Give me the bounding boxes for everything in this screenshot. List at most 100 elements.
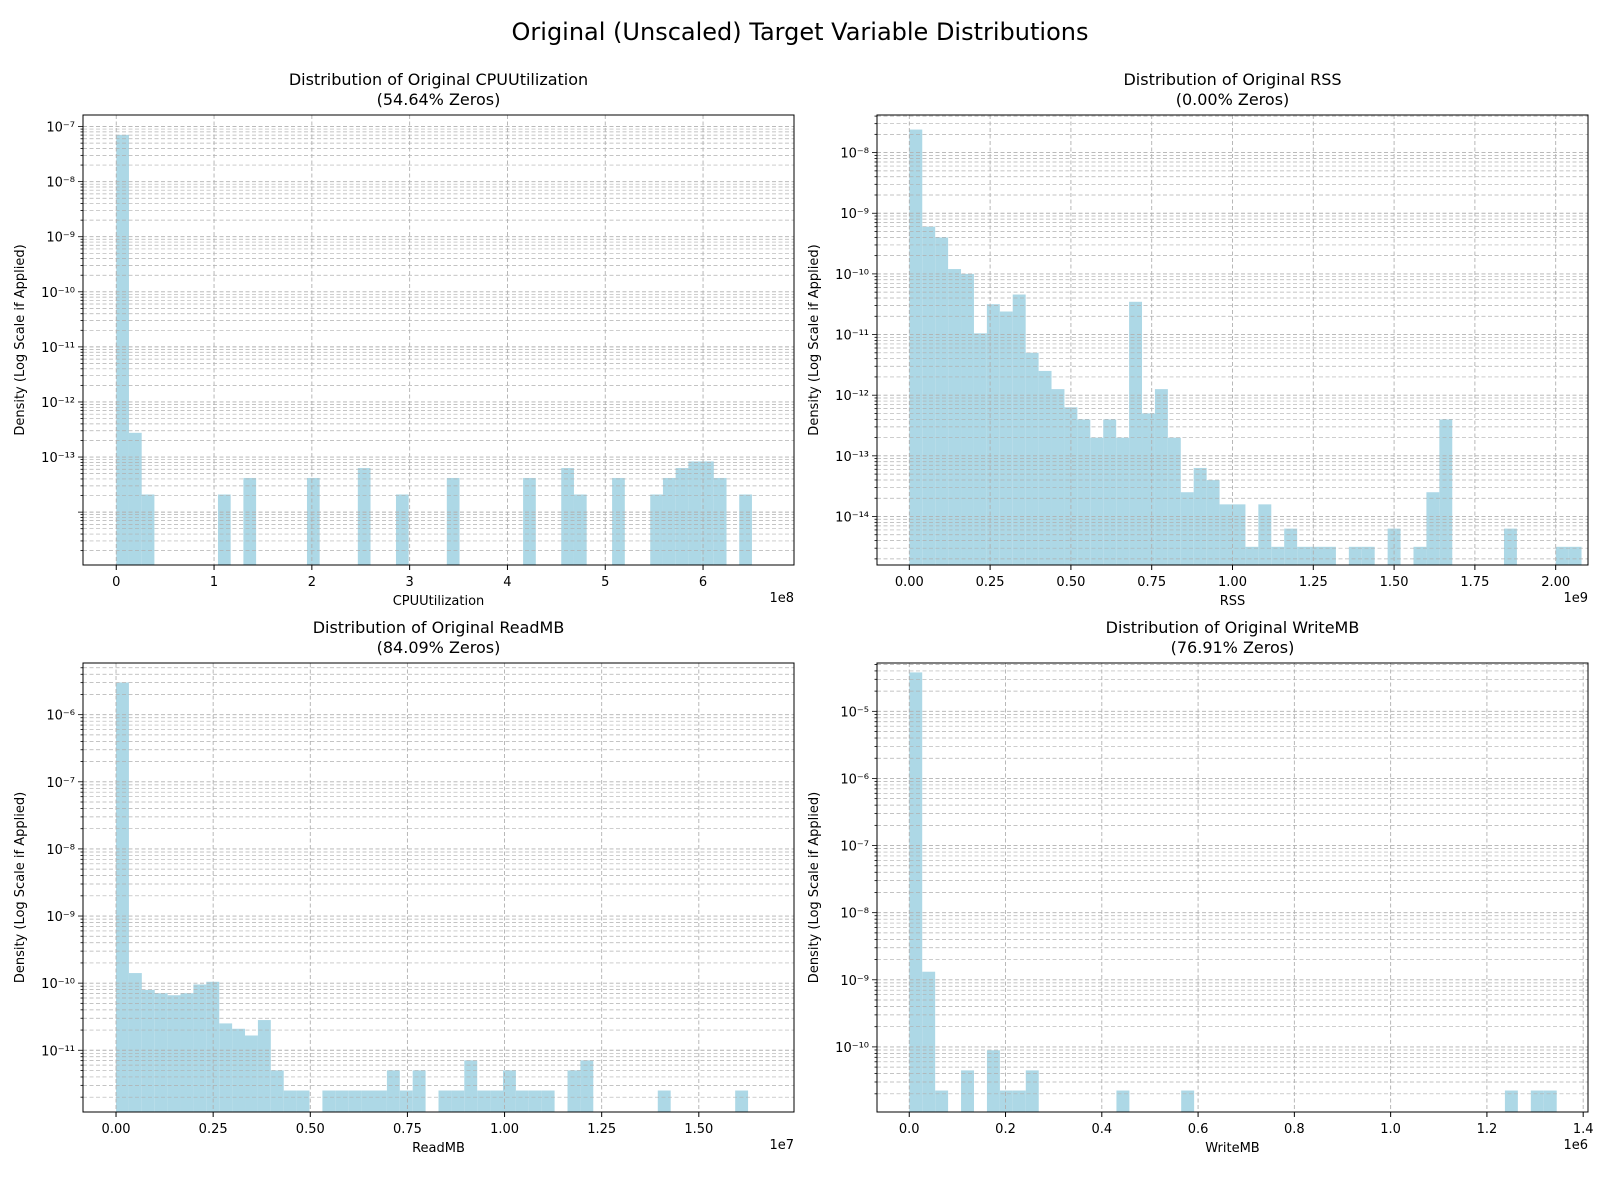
histogram-bar xyxy=(523,477,536,565)
panel-3: 0.00 0.25 0.50 0.75 1.00 1.25 1.50 10⁻¹¹ 10⁻¹⁰ 10… xyxy=(13,618,795,1156)
histogram-bar xyxy=(1154,389,1168,565)
histogram-bar xyxy=(1012,1090,1026,1112)
histogram-bar xyxy=(528,1090,542,1112)
x-tick-label: 1.25 xyxy=(1299,575,1328,590)
x-tick-label: 5 xyxy=(601,575,609,590)
histogram-bar xyxy=(451,1090,465,1112)
histogram-bar xyxy=(567,1070,581,1112)
histogram-bar xyxy=(1077,419,1091,565)
histogram-bar xyxy=(1051,389,1065,565)
histogram-bar xyxy=(961,1070,974,1112)
histogram-bar xyxy=(1025,352,1039,565)
histogram-bar xyxy=(357,468,371,565)
subplot-title: Distribution of Original WriteMB xyxy=(1106,618,1360,637)
y-tick-label: 10⁻⁸ xyxy=(840,147,869,162)
x-tick-label: 6 xyxy=(699,575,707,590)
histogram-bar xyxy=(713,477,727,565)
axes-frame xyxy=(82,662,795,1113)
histogram-bar xyxy=(657,1090,671,1112)
histogram-bar xyxy=(141,494,155,565)
histogram-bar xyxy=(322,1090,336,1112)
histogram-bar xyxy=(1439,419,1453,565)
histogram-bar xyxy=(1116,437,1130,565)
x-tick-label: 1 xyxy=(210,575,218,590)
x-axis-label: RSS xyxy=(1220,594,1246,609)
histogram-bar xyxy=(464,1060,478,1112)
histogram-bar xyxy=(999,311,1013,565)
histogram-bar xyxy=(438,1090,452,1112)
subplot-subtitle: (84.09% Zeros) xyxy=(377,638,501,657)
histogram-bar xyxy=(961,273,974,565)
x-axis-label: ReadMB xyxy=(412,1141,465,1156)
histogram-bar xyxy=(502,1070,516,1112)
y-axis-label: Density (Log Scale if Applied) xyxy=(13,244,28,435)
x-tick-label: 1.50 xyxy=(684,1122,713,1137)
x-tick-label: 1.50 xyxy=(1380,575,1409,590)
histogram-bar xyxy=(612,477,625,565)
subplot-subtitle: (54.64% Zeros) xyxy=(377,90,501,109)
histogram-bar xyxy=(1322,546,1336,565)
x-tick-label: 0.8 xyxy=(1284,1122,1305,1137)
x-tick-label: 1.75 xyxy=(1460,575,1489,590)
histogram-bar xyxy=(999,1090,1013,1112)
histogram-bar xyxy=(361,1090,375,1112)
y-axis-label: Density (Log Scale if Applied) xyxy=(807,244,822,435)
histogram-bar xyxy=(1504,1090,1518,1112)
histogram-bar xyxy=(477,1090,491,1112)
x-axis-label: CPUUtilization xyxy=(393,594,485,609)
x-tick-label: 4 xyxy=(503,575,511,590)
bar-group xyxy=(909,129,1582,565)
grid xyxy=(877,115,1588,565)
histogram-bar xyxy=(154,993,168,1112)
histogram-bar xyxy=(1271,546,1285,565)
axes-frame xyxy=(82,114,795,566)
y-tick-label: 10⁻¹³ xyxy=(41,451,75,466)
y-tick-label: 10⁻⁹ xyxy=(46,231,75,246)
histogram-bar xyxy=(1012,294,1026,565)
x-tick-label: 1.0 xyxy=(1380,1122,1401,1137)
histogram-bar xyxy=(399,1090,413,1112)
histogram-bar xyxy=(1503,528,1517,565)
y-tick-label: 10⁻¹² xyxy=(835,389,869,404)
y-tick-label: 10⁻⁹ xyxy=(46,910,75,925)
x-tick-label: 0.0 xyxy=(899,1122,920,1137)
histogram-bar xyxy=(1284,528,1298,565)
histogram-bar xyxy=(1361,546,1375,565)
x-offset-label: 1e6 xyxy=(1563,1138,1588,1153)
subplot-title: Distribution of Original ReadMB xyxy=(313,618,565,637)
x-tick-label: 0.50 xyxy=(1056,575,1085,590)
histogram-bar xyxy=(270,1070,284,1112)
y-tick-label: 10⁻¹⁰ xyxy=(835,1041,869,1056)
axes-frame xyxy=(876,662,1589,1113)
histogram-bar xyxy=(1181,1090,1195,1112)
x-tick-label: 0.00 xyxy=(102,1122,131,1137)
y-axis-label: Density (Log Scale if Applied) xyxy=(13,792,28,983)
y-tick-label: 10⁻⁷ xyxy=(46,776,75,791)
x-tick-label: 1.4 xyxy=(1573,1122,1594,1137)
panel-2: 0.00 0.25 0.50 0.75 1.00 1.25 1.50 1.75 2.00 10⁻¹… xyxy=(807,70,1589,609)
x-tick-label: 0.50 xyxy=(296,1122,325,1137)
histogram-bar xyxy=(1180,492,1194,565)
histogram-bar xyxy=(1206,480,1220,565)
y-tick-label: 10⁻¹⁰ xyxy=(41,286,75,301)
histogram-bar xyxy=(909,672,923,1112)
x-tick-label: 0.4 xyxy=(1091,1122,1112,1137)
y-tick-label: 10⁻¹² xyxy=(41,396,75,411)
histogram-bar xyxy=(948,269,962,565)
histogram-bar xyxy=(217,494,231,565)
y-tick-label: 10⁻⁶ xyxy=(46,709,75,724)
histogram-bar xyxy=(306,477,320,565)
histogram-bar xyxy=(283,1090,297,1112)
histogram-bar xyxy=(1245,546,1259,565)
histogram-bar xyxy=(688,461,702,565)
histogram-bar xyxy=(1413,546,1427,565)
x-tick-label: 0.75 xyxy=(1137,575,1166,590)
histogram-bar xyxy=(1426,492,1440,565)
histogram-bar xyxy=(348,1090,362,1112)
x-offset-label: 1e7 xyxy=(769,1138,794,1153)
histogram-bar xyxy=(675,468,689,565)
histogram-bar xyxy=(1129,301,1143,565)
subplot-subtitle: (0.00% Zeros) xyxy=(1176,90,1290,109)
histogram-bar xyxy=(243,477,257,565)
